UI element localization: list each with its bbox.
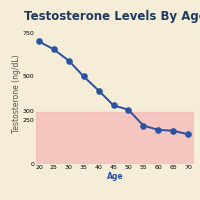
Y-axis label: Testosterone (ng/dL): Testosterone (ng/dL): [12, 55, 21, 133]
Point: [97, 89, 100, 92]
Point: [142, 124, 145, 127]
Point: [52, 48, 55, 51]
Point: [37, 40, 41, 43]
Title: Testosterone Levels By Age: Testosterone Levels By Age: [24, 10, 200, 23]
Point: [172, 129, 175, 132]
X-axis label: Age: Age: [107, 172, 123, 181]
Point: [127, 108, 130, 111]
Point: [112, 104, 115, 107]
Point: [157, 128, 160, 131]
Point: [186, 133, 190, 136]
Bar: [36, 111, 194, 164]
Point: [67, 59, 70, 62]
Point: [82, 75, 85, 78]
